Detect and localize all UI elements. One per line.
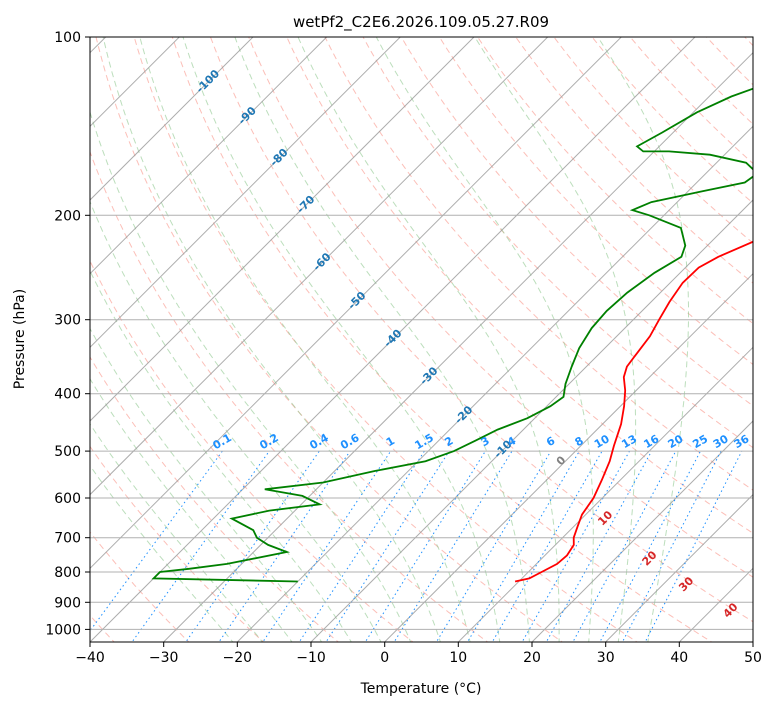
y-tick-label: 200 bbox=[54, 208, 81, 224]
isotherm bbox=[310, 199, 753, 642]
mixing-ratio-line bbox=[572, 450, 677, 642]
mixing-ratio-line bbox=[466, 450, 580, 642]
mixing-ratio-line bbox=[364, 450, 486, 642]
pressure-gridlines bbox=[90, 37, 753, 630]
y-tick-label: 500 bbox=[54, 444, 81, 460]
y-tick-label: 400 bbox=[54, 387, 81, 403]
y-tick-label: 1000 bbox=[45, 622, 81, 638]
y-tick-label: 100 bbox=[54, 30, 81, 46]
mixing-ratio-line bbox=[545, 450, 653, 642]
x-tick-label: −30 bbox=[149, 650, 179, 666]
x-tick-label: 30 bbox=[597, 650, 615, 666]
isotherm bbox=[236, 125, 753, 642]
mixing-ratio-line bbox=[599, 450, 701, 642]
x-tick-label: −40 bbox=[75, 650, 105, 666]
isotherm bbox=[90, 37, 402, 349]
mixing-ratio-line bbox=[262, 450, 392, 642]
isotherm bbox=[383, 272, 753, 642]
mixing-ratio-line bbox=[185, 450, 320, 642]
x-tick-label: −20 bbox=[223, 650, 253, 666]
y-tick-label: 900 bbox=[54, 595, 81, 611]
mixing-ratio-line bbox=[131, 450, 270, 642]
isotherm bbox=[90, 37, 328, 275]
mixing-ratio-line bbox=[621, 450, 722, 642]
dewpoint-line bbox=[151, 87, 753, 583]
temperature-line bbox=[514, 240, 753, 583]
x-tick-label: −10 bbox=[296, 650, 326, 666]
isotherm bbox=[90, 37, 254, 201]
x-tick-label: 40 bbox=[670, 650, 688, 666]
y-tick-label: 600 bbox=[54, 491, 81, 507]
x-tick-label: 0 bbox=[380, 650, 389, 666]
mixing-ratio-line bbox=[491, 450, 603, 642]
y-axis-label: Pressure (hPa) bbox=[12, 289, 28, 389]
mixing-ratio-line bbox=[393, 450, 513, 642]
isotherm bbox=[604, 493, 753, 642]
isotherm bbox=[90, 37, 475, 422]
plot-frame bbox=[89, 36, 754, 643]
y-axis-ticks: 100 200 300 400 500 600 700 800 900 1000 bbox=[45, 30, 90, 638]
isotherm bbox=[90, 37, 623, 570]
profile-lines bbox=[151, 87, 753, 583]
mixing-ratio-line bbox=[218, 450, 351, 642]
isotherm bbox=[531, 420, 753, 642]
mixing-ratio-line bbox=[435, 450, 552, 642]
x-tick-label: 10 bbox=[449, 650, 467, 666]
isotherm bbox=[457, 346, 753, 642]
x-axis-ticks: −40 −30 −20 −10 0 10 20 30 40 50 bbox=[75, 642, 762, 666]
isotherm bbox=[162, 51, 753, 642]
x-tick-label: 50 bbox=[744, 650, 762, 666]
isotherm bbox=[90, 37, 549, 496]
x-tick-label: 20 bbox=[523, 650, 541, 666]
y-tick-label: 800 bbox=[54, 565, 81, 581]
y-tick-label: 700 bbox=[54, 531, 81, 547]
moist-adiabat bbox=[90, 110, 412, 642]
mixing-ratio-line bbox=[644, 450, 743, 642]
isotherm bbox=[90, 37, 696, 642]
mixing-ratio-line bbox=[521, 450, 630, 642]
x-axis-label: Temperature (°C) bbox=[360, 681, 482, 697]
dry-adiabat bbox=[90, 150, 489, 642]
y-tick-label: 300 bbox=[54, 313, 81, 329]
dry-adiabat bbox=[90, 259, 414, 642]
chart-title: wetPf2_C2E6.2026.109.05.27.R09 bbox=[293, 13, 549, 32]
